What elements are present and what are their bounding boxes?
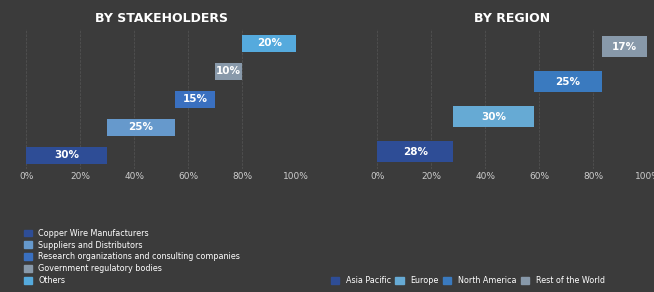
Title: BY REGION: BY REGION <box>474 12 551 25</box>
Text: 10%: 10% <box>216 66 241 76</box>
Bar <box>453 106 534 127</box>
Bar <box>215 63 242 80</box>
Text: 25%: 25% <box>128 122 154 132</box>
Text: 30%: 30% <box>54 150 79 160</box>
Text: 28%: 28% <box>403 147 428 157</box>
Bar <box>377 141 453 162</box>
Bar <box>26 147 107 164</box>
Title: BY STAKEHOLDERS: BY STAKEHOLDERS <box>95 12 228 25</box>
Legend: Copper Wire Manufacturers, Suppliers and Distributors, Research organizations an: Copper Wire Manufacturers, Suppliers and… <box>24 229 240 285</box>
Bar <box>107 119 175 136</box>
Bar <box>175 91 215 108</box>
Bar <box>602 36 647 57</box>
Text: 25%: 25% <box>555 77 580 87</box>
Text: 15%: 15% <box>182 94 207 104</box>
Text: 17%: 17% <box>612 42 637 52</box>
Text: 30%: 30% <box>481 112 506 122</box>
Bar <box>242 35 296 52</box>
Bar <box>534 71 602 92</box>
Legend: Asia Pacific, Europe, North America, Rest of the World: Asia Pacific, Europe, North America, Res… <box>331 276 604 285</box>
Text: 20%: 20% <box>257 38 282 48</box>
